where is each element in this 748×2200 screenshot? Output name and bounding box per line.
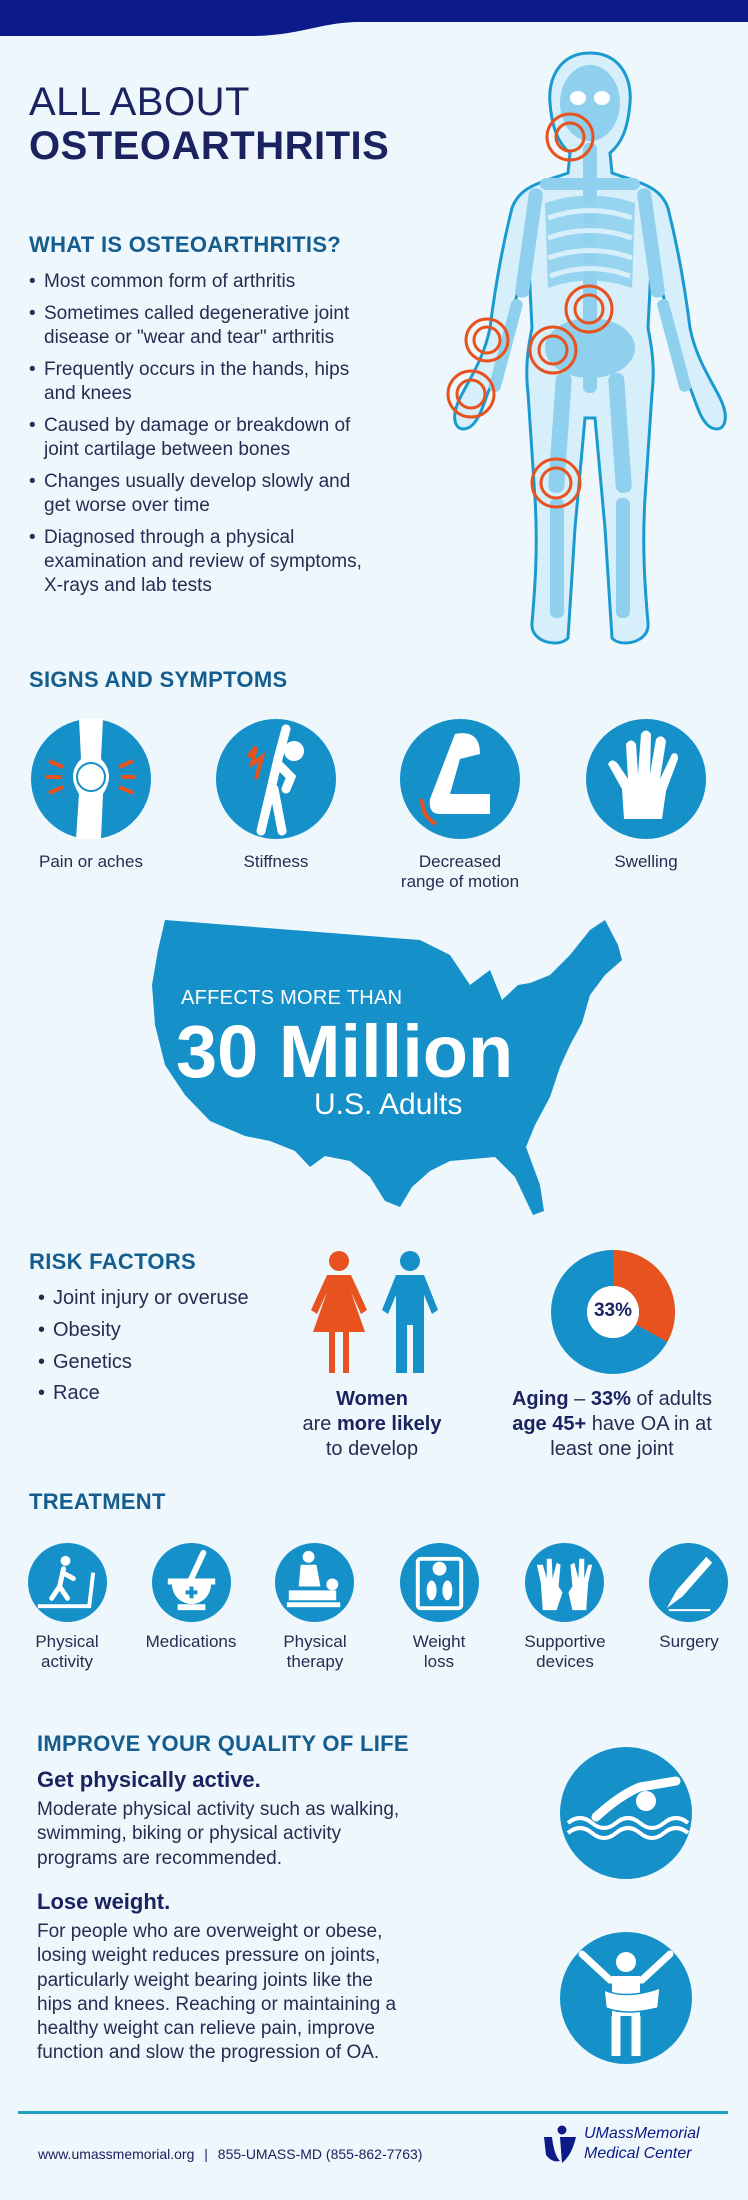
signs-heading: SIGNS AND SYMPTOMS	[29, 667, 288, 692]
aging-donut-chart	[551, 1250, 675, 1374]
stat-value: 30 Million	[176, 1010, 514, 1093]
scale-icon	[400, 1543, 479, 1622]
treatment-label: Medications	[145, 1632, 237, 1651]
risk-heading: RISK FACTORS	[29, 1249, 196, 1274]
website-link[interactable]: www.umassmemorial.org	[38, 2146, 195, 2162]
joint-highlight-marks	[446, 112, 614, 509]
man-figure-icon	[382, 1251, 438, 1373]
stat-suffix: U.S. Adults	[314, 1088, 463, 1121]
donut-label: 33%	[593, 1300, 633, 1321]
treatment-heading: TREATMENT	[29, 1489, 166, 1514]
sign-label: Stiffness	[243, 852, 309, 871]
sign-label: Decreased range of motion	[400, 852, 520, 891]
risk-bullet: • Obesity	[38, 1319, 121, 1341]
page-title: OSTEOARTHRITIS	[29, 124, 390, 168]
bullet-item: • Sometimes called degenerative joint dise…	[29, 303, 350, 348]
swollen-hand-icon	[586, 719, 706, 839]
umass-memorial-logo: UMassMemorial Medical Center	[542, 2123, 722, 2169]
sign-label: Swelling	[614, 852, 678, 871]
what-is-heading: WHAT IS OSTEOARTHRITIS?	[29, 232, 342, 257]
treatment-label: Weight loss	[412, 1632, 466, 1671]
bullet-item: • Frequently occurs in the hands, hips and…	[29, 359, 350, 404]
therapist-icon	[275, 1543, 354, 1622]
bullet-item: • Diagnosed through a physical examination…	[29, 527, 362, 596]
stat-prefix: AFFECTS MORE THAN	[181, 987, 403, 1009]
donut-hole	[587, 1286, 639, 1338]
treatment-label: Surgery	[659, 1632, 719, 1651]
risk-bullet: • Joint injury or overuse	[38, 1287, 249, 1309]
risk-bullet: • Genetics	[38, 1351, 132, 1373]
sign-label: Pain or aches	[39, 852, 143, 871]
title-line-1: ALL ABOUT	[29, 80, 250, 124]
bent-arm-icon	[400, 719, 520, 839]
aging-caption: Aging – 33% of adults age 45+ have OA in …	[511, 1388, 713, 1460]
scalpel-icon	[649, 1543, 728, 1622]
tape-measure-person-icon	[560, 1932, 692, 2064]
tip-weight: Lose weight. For people who are overweig…	[37, 1889, 397, 2064]
swimmer-icon	[560, 1747, 692, 1879]
phone-number[interactable]: 855-UMASS-MD (855-862-7763)	[217, 2146, 423, 2162]
knee-pain-icon	[31, 719, 151, 839]
gloves-icon	[525, 1543, 604, 1622]
bullet-item: • Most common form of arthritis	[29, 271, 296, 292]
women-caption: Women are more likely to develop	[302, 1388, 442, 1460]
tip-active: Get physically active. Moderate physical…	[37, 1767, 400, 1869]
treatment-label: Physical activity	[35, 1632, 99, 1671]
us-map-icon	[152, 920, 622, 1215]
footer-divider	[18, 2111, 728, 2114]
woman-figure-icon	[311, 1251, 367, 1373]
treatment-label: Physical therapy	[283, 1632, 347, 1671]
treadmill-icon	[28, 1543, 107, 1622]
top-banner	[0, 0, 748, 36]
stiff-figure-icon	[216, 719, 336, 839]
logo-mark-icon	[544, 2125, 576, 2163]
mortar-pestle-icon	[152, 1543, 231, 1622]
treatment-label: Supportive devices	[524, 1632, 606, 1671]
improve-heading: IMPROVE YOUR QUALITY OF LIFE	[37, 1731, 409, 1756]
risk-bullet: • Race	[38, 1382, 100, 1404]
bullet-item: • Caused by damage or breakdown of joint c…	[29, 415, 351, 460]
skeleton-illustration	[446, 51, 727, 645]
footer-contact: www.umassmemorial.org | 855-UMASS-MD (85…	[38, 2146, 423, 2162]
bullet-item: • Changes usually develop slowly and get w…	[29, 471, 351, 516]
donut-segment-33	[611, 1250, 675, 1342]
